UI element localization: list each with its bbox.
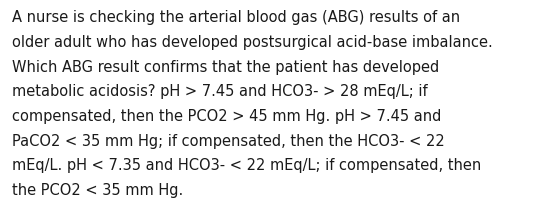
Text: metabolic acidosis? pH > 7.45 and HCO3- > 28 mEq/L; if: metabolic acidosis? pH > 7.45 and HCO3- … bbox=[12, 84, 428, 99]
Text: the PCO2 < 35 mm Hg.: the PCO2 < 35 mm Hg. bbox=[12, 183, 184, 198]
Text: Which ABG result confirms that the patient has developed: Which ABG result confirms that the patie… bbox=[12, 60, 440, 75]
Text: mEq/L. pH < 7.35 and HCO3- < 22 mEq/L; if compensated, then: mEq/L. pH < 7.35 and HCO3- < 22 mEq/L; i… bbox=[12, 158, 482, 173]
Text: older adult who has developed postsurgical acid-base imbalance.: older adult who has developed postsurgic… bbox=[12, 35, 493, 50]
Text: PaCO2 < 35 mm Hg; if compensated, then the HCO3- < 22: PaCO2 < 35 mm Hg; if compensated, then t… bbox=[12, 134, 445, 149]
Text: compensated, then the PCO2 > 45 mm Hg. pH > 7.45 and: compensated, then the PCO2 > 45 mm Hg. p… bbox=[12, 109, 441, 124]
Text: A nurse is checking the arterial blood gas (ABG) results of an: A nurse is checking the arterial blood g… bbox=[12, 10, 460, 25]
